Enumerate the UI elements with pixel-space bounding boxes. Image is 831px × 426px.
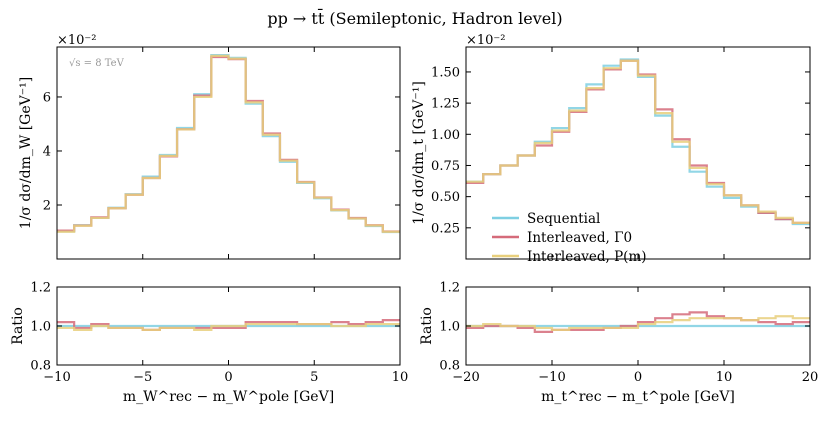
xtick-label: 20 (802, 370, 819, 385)
series-line-interleaved-0 (57, 55, 400, 233)
main-ytick-label: 2 (43, 198, 51, 213)
xtick-label: 10 (716, 370, 733, 385)
ratio-y-axis-label: Ratio (10, 307, 26, 345)
ratio-ytick-label: 0.8 (439, 359, 460, 374)
panel-left: 2 4 6 0.8 1.0 1.2 −10 −5 0 5 10 ×10⁻² 1/σ dσ/dm_W [G… (10, 33, 408, 405)
xtick-label: 0 (224, 370, 232, 385)
xtick-label: −10 (43, 370, 70, 385)
main-ytick-label: 1.00 (431, 128, 460, 143)
main-ytick-label: 1.50 (431, 65, 460, 80)
xtick-label: −5 (133, 370, 152, 385)
ratio-ytick-label: 1.2 (439, 281, 460, 296)
series-line-sequential (466, 58, 810, 226)
main-ytick-label: 0.50 (431, 190, 460, 205)
axis-multiplier: ×10⁻² (466, 33, 506, 48)
main-series-group (57, 54, 400, 234)
x-axis-label: m_t^rec − m_t^pole [GeV] (541, 389, 735, 405)
main-axes-frame (56, 46, 401, 260)
ratio-ytick-label: 1.0 (439, 320, 460, 335)
main-ytick-label: 1.25 (431, 97, 460, 112)
ratio-y-axis-label: Ratio (419, 307, 435, 345)
x-axis-label: m_W^rec − m_W^pole [GeV] (123, 389, 334, 405)
energy-annotation: √s = 8 TeV (69, 58, 125, 69)
main-axes-frame (465, 46, 811, 260)
xtick-label: 0 (634, 370, 642, 385)
xtick-label: −10 (538, 370, 565, 385)
main-ytick-label: 4 (43, 144, 51, 159)
legend-label: Interleaved, Γ0 (527, 230, 632, 246)
series-line-interleaved-p-m- (466, 59, 810, 224)
xtick-label: −20 (452, 370, 479, 385)
ratio-series-group (466, 311, 810, 333)
ratio-series-group (57, 319, 400, 331)
series-line-sequential (57, 54, 400, 234)
main-ytick-label: 0.25 (431, 221, 460, 236)
figure-title: pp → tt̄ (Semileptonic, Hadron level) (267, 7, 562, 28)
legend-label: Sequential (527, 211, 600, 227)
ratio-line-interleaved-p-m- (466, 315, 810, 331)
legend: Sequential Interleaved, Γ0 Interleaved, P(… (492, 211, 647, 265)
xtick-label: 10 (392, 370, 409, 385)
series-line-interleaved-0 (466, 59, 810, 224)
legend-label: Interleaved, P(m) (527, 249, 647, 265)
main-series-group (466, 58, 810, 226)
axis-multiplier: ×10⁻² (57, 33, 97, 48)
y-axis-label: 1/σ dσ/dm_t [GeV⁻¹] (411, 81, 427, 225)
main-ytick-label: 6 (43, 90, 51, 105)
ratio-ytick-label: 0.8 (30, 359, 51, 374)
series-line-interleaved-p-m- (57, 54, 400, 233)
ratio-ytick-label: 1.2 (30, 281, 51, 296)
ratio-line-interleaved-p-m- (57, 322, 400, 331)
xtick-label: 5 (310, 370, 318, 385)
panel-right: 0.25 0.50 0.75 1.00 1.25 1.50 0.8 1.0 1.2 −20 −10 0… (411, 33, 818, 405)
main-ytick-label: 0.75 (431, 159, 460, 174)
ratio-line-interleaved-0 (57, 319, 400, 331)
y-axis-label: 1/σ dσ/dm_W [GeV⁻¹] (18, 77, 34, 229)
ratio-ytick-label: 1.0 (30, 320, 51, 335)
